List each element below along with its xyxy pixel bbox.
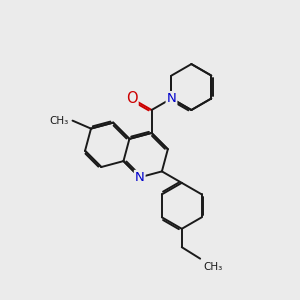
Text: CH₃: CH₃ (203, 262, 222, 272)
Text: O: O (126, 91, 137, 106)
Text: CH₃: CH₃ (49, 116, 68, 126)
Text: N: N (135, 171, 145, 184)
Text: N: N (167, 92, 176, 105)
